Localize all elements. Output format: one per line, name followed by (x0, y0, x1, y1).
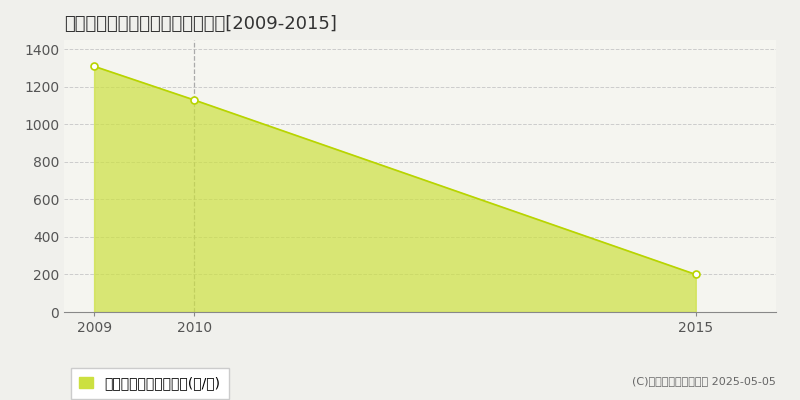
Legend: 林地価格　平均坪単価(円/坪): 林地価格 平均坪単価(円/坪) (71, 368, 229, 398)
Text: 磯谷郡蘭越町相生　林地価格推移[2009-2015]: 磯谷郡蘭越町相生 林地価格推移[2009-2015] (64, 15, 337, 33)
Text: (C)土地価格ドットコム 2025-05-05: (C)土地価格ドットコム 2025-05-05 (632, 376, 776, 386)
